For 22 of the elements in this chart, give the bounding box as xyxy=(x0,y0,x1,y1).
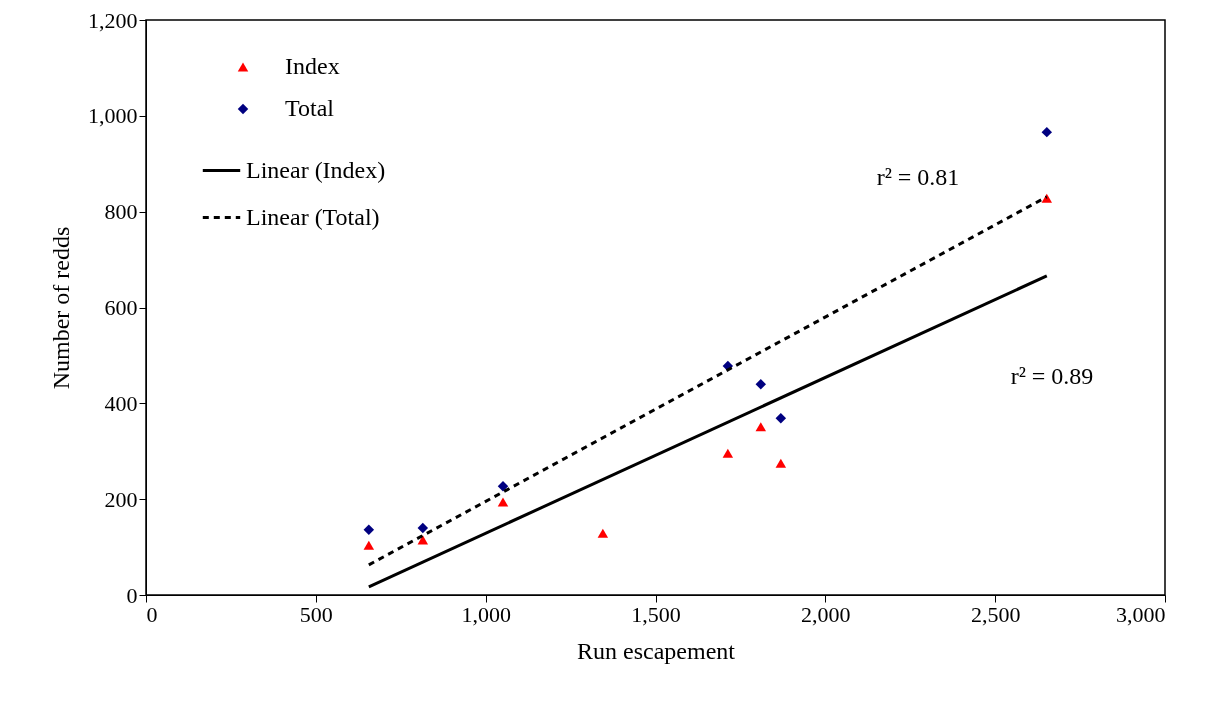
y-tick-label: 1,000 xyxy=(88,103,138,129)
y-tick-label: 0 xyxy=(126,582,138,608)
x-tick-label: 2,500 xyxy=(970,601,1021,627)
legend-label: Linear (Total) xyxy=(246,203,380,230)
x-tick-label: 3,000 xyxy=(1116,601,1166,627)
x-axis-title: Run escapement xyxy=(577,637,736,664)
x-tick-label: 1,500 xyxy=(631,601,681,627)
annotation: r² = 0.89 xyxy=(1010,363,1094,389)
legend-label: Linear (Index) xyxy=(246,156,386,183)
y-tick-label: 200 xyxy=(104,486,138,512)
y-tick-label: 1,200 xyxy=(88,7,138,33)
legend-label: Total xyxy=(285,95,335,121)
y-axis-title: Number of redds xyxy=(48,226,74,390)
annotation: r² = 0.81 xyxy=(876,164,960,190)
x-tick-label: 2,000 xyxy=(801,601,851,627)
x-tick-label: 500 xyxy=(299,601,333,627)
legend-label: Index xyxy=(285,53,340,79)
y-tick-label: 600 xyxy=(104,295,138,320)
y-tick-label: 400 xyxy=(104,390,138,416)
x-tick-label: 0 xyxy=(146,601,158,627)
x-tick-label: 1,000 xyxy=(461,601,511,627)
y-tick-label: 800 xyxy=(104,199,138,225)
